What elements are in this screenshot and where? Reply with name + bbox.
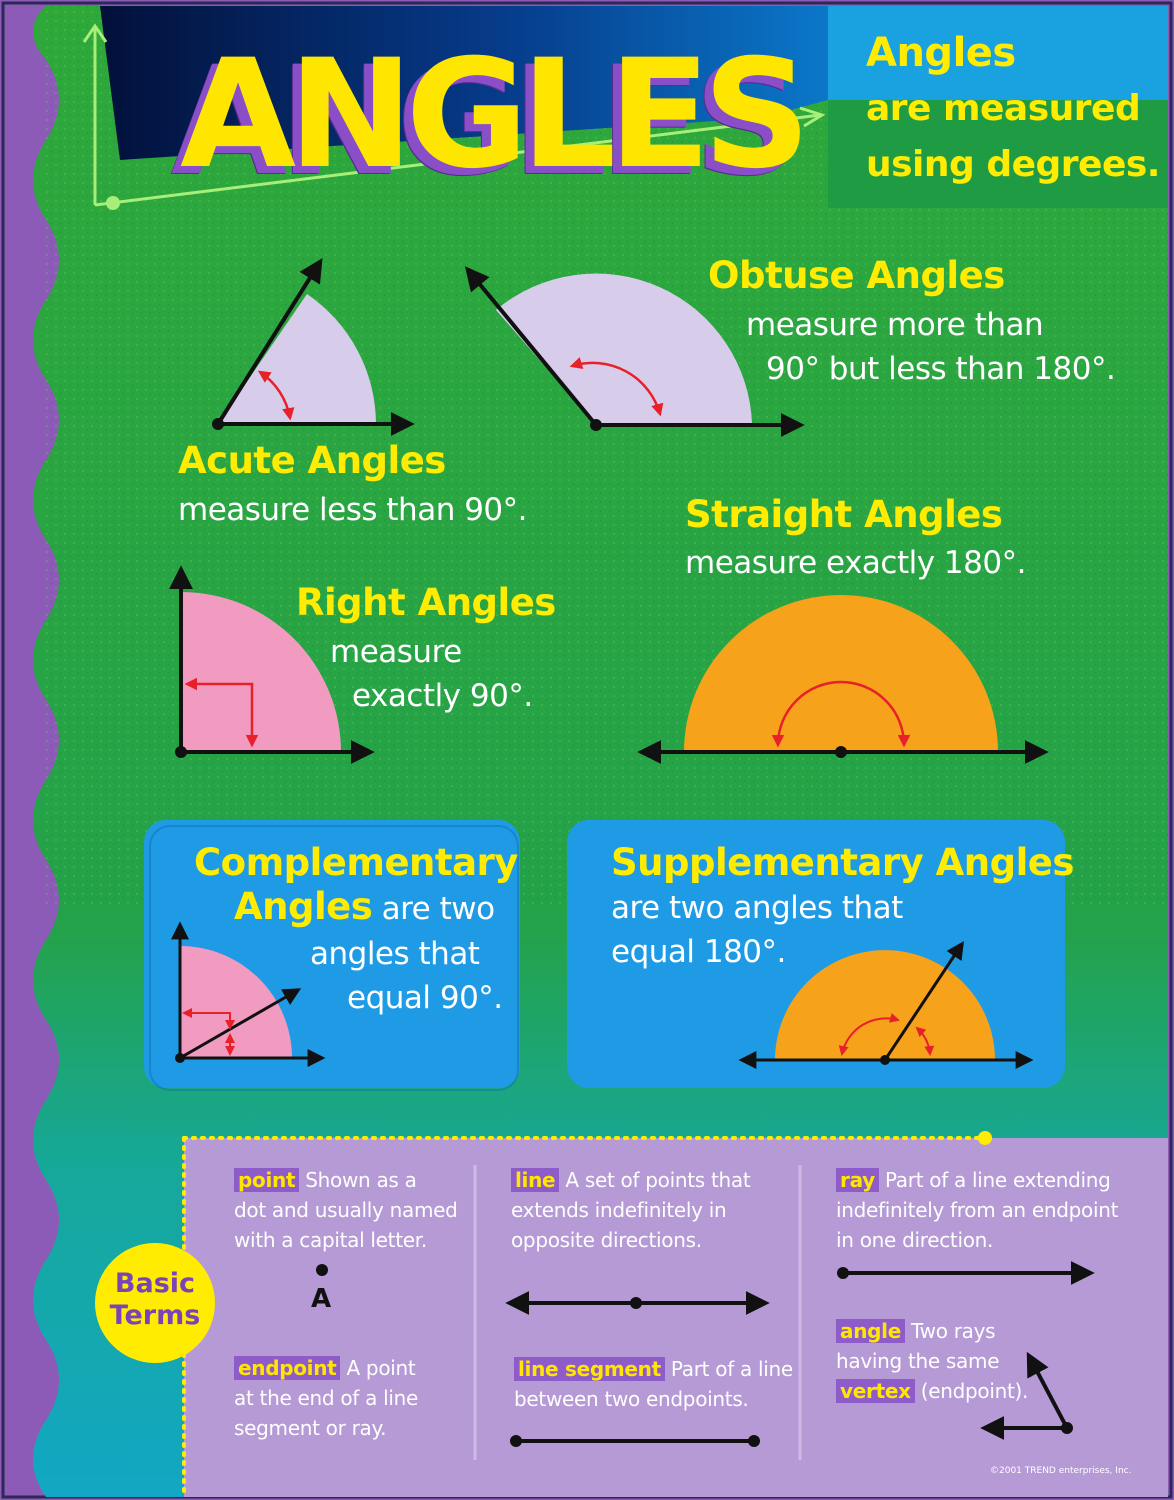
acute-heading: Acute Angles [178, 439, 446, 482]
term-endpoint: endpoint A point at the end of a line se… [234, 1353, 418, 1443]
copyright: ©2001 TREND enterprises, Inc. [990, 1466, 1132, 1476]
point-label-a: A [311, 1284, 332, 1314]
term-ray-def-1: Part of a line extending [878, 1168, 1111, 1192]
basic-terms-label: Basic Terms [95, 1268, 215, 1332]
basic-term-diagrams [316, 1261, 1095, 1447]
term-endpoint-def-2: at the end of a line [234, 1386, 419, 1410]
supplementary-box [567, 820, 1065, 1088]
term-ray-def-3: in one direction. [836, 1228, 994, 1252]
poster-title: ANGLES [180, 28, 811, 202]
term-angle: angle Two rays having the same vertex (e… [836, 1316, 1028, 1406]
term-line-def-2: extends indefinitely in [511, 1198, 727, 1222]
angle-diagram [1026, 1351, 1069, 1429]
intro-line-3: using degrees. [866, 144, 1160, 185]
supplementary-text-2: equal 180°. [611, 934, 786, 970]
term-line-def-3: opposite directions. [511, 1228, 702, 1252]
term-ray-label: ray [836, 1168, 879, 1192]
term-angle-label: angle [836, 1319, 905, 1343]
term-line-label: line [511, 1168, 560, 1192]
term-ray-def-2: indefinitely from an endpoint [836, 1198, 1119, 1222]
term-line-segment-def-1: Part of a line [664, 1357, 793, 1381]
term-point-def-3: with a capital letter. [234, 1228, 427, 1252]
term-line-segment: line segment Part of a line between two … [514, 1354, 793, 1414]
right-angle-diagram [169, 565, 375, 764]
obtuse-text-1: measure more than [746, 307, 1044, 343]
basic-terms-line-2: Terms [109, 1300, 201, 1331]
obtuse-heading: Obtuse Angles [708, 254, 1005, 297]
term-angle-def-1: Two rays [904, 1319, 996, 1343]
term-ray: ray Part of a line extending indefinitel… [836, 1165, 1118, 1255]
complementary-text-3: equal 90°. [347, 980, 503, 1016]
complementary-line-2: Angles are two [234, 885, 495, 932]
obtuse-text-2: 90° but less than 180°. [766, 351, 1116, 387]
term-angle-def-3: (endpoint). [914, 1379, 1029, 1403]
term-endpoint-def-3: segment or ray. [234, 1416, 387, 1440]
term-angle-def-2: having the same [836, 1349, 1000, 1373]
complementary-heading-2: Angles [234, 885, 373, 928]
term-point: point Shown as a dot and usually named w… [234, 1165, 458, 1255]
right-text-2: exactly 90°. [352, 678, 533, 714]
straight-heading: Straight Angles [685, 493, 1003, 536]
complementary-text-1: are two [372, 891, 495, 927]
intro-line-1: Angles [866, 30, 1016, 76]
intro-line-2: are measured [866, 88, 1141, 129]
term-point-def-1: Shown as a [299, 1168, 417, 1192]
term-line: line A set of points that extends indefi… [511, 1165, 751, 1255]
straight-angle-diagram [637, 595, 1049, 764]
acute-text: measure less than 90°. [178, 492, 528, 528]
term-line-def-1: A set of points that [559, 1168, 751, 1192]
basic-terms-badge [95, 1243, 215, 1363]
term-vertex-label: vertex [836, 1379, 915, 1403]
supplementary-heading: Supplementary Angles [611, 841, 1074, 884]
supplementary-text-1: are two angles that [611, 890, 903, 926]
complementary-heading-1: Complementary [194, 841, 518, 884]
complementary-text-2: angles that [310, 936, 480, 972]
right-text-1: measure [330, 634, 462, 670]
term-line-segment-def-2: between two endpoints. [514, 1387, 749, 1411]
straight-text: measure exactly 180°. [685, 545, 1026, 581]
basic-terms-line-1: Basic [114, 1268, 196, 1299]
complementary-box [144, 820, 520, 1091]
term-endpoint-label: endpoint [234, 1356, 341, 1380]
obtuse-angle-diagram [464, 266, 805, 437]
right-heading: Right Angles [296, 581, 556, 624]
point-dot [316, 1264, 328, 1276]
term-point-def-2: dot and usually named [234, 1198, 458, 1222]
acute-angle-diagram [212, 257, 415, 436]
term-line-segment-label: line segment [514, 1357, 665, 1381]
term-point-label: point [234, 1168, 300, 1192]
term-endpoint-def-1: A point [340, 1356, 416, 1380]
